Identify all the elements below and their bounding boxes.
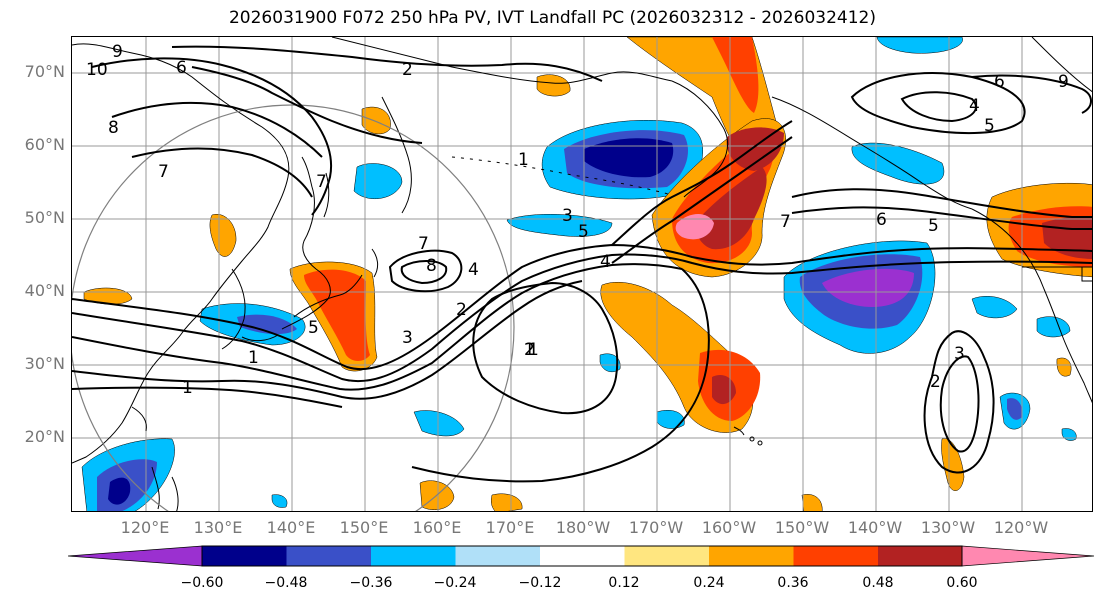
lat-label-60: 60°N — [24, 135, 65, 154]
colorbar-tick: −0.12 — [518, 575, 562, 591]
lon-label-170e: 170°E — [485, 518, 535, 537]
colorbar-tick: −0.48 — [264, 575, 308, 591]
lon-label-150w: 150°W — [774, 518, 830, 537]
contour-label: 1 — [248, 348, 259, 368]
lon-label-160w: 160°W — [701, 518, 757, 537]
colorbar-extend-min — [68, 545, 203, 567]
map-canvas: 9 10 6 2 8 7 1 7 7 8 4 3 2 5 1 1 3 2 4 5… — [72, 37, 1092, 511]
positive-anomaly-nw-pacific — [289, 261, 378, 372]
contour-label: 7 — [418, 234, 429, 254]
colorbar-segment — [709, 546, 794, 566]
colorbar-segment — [878, 546, 963, 566]
coastlines — [72, 37, 1092, 511]
contour-label: 2 — [456, 300, 467, 320]
positive-anomaly-west-coast — [986, 182, 1092, 278]
colorbar-extend-max — [961, 545, 1095, 567]
contour-label: 2 — [930, 372, 941, 392]
lon-label-120w: 120°W — [993, 518, 1049, 537]
contour-label: 3 — [562, 206, 573, 226]
colorbar-segment — [540, 546, 625, 566]
graticule — [72, 37, 1092, 511]
contour-label: 2 — [402, 60, 413, 80]
lon-label-150e: 150°E — [339, 518, 389, 537]
lat-label-20: 20°N — [24, 427, 65, 446]
colorbar-segment — [371, 546, 456, 566]
contour-label: 4 — [969, 96, 980, 116]
lon-label-130w: 130°W — [920, 518, 976, 537]
negative-anomaly-s-china — [81, 438, 175, 511]
positive-anomaly-subtropical — [600, 281, 761, 433]
colorbar-segment — [455, 546, 541, 566]
contour-label: 3 — [402, 328, 413, 348]
contour-label: 6 — [876, 210, 887, 230]
colorbar-tick: 0.12 — [608, 575, 640, 591]
colorbar — [68, 545, 1095, 567]
lat-label-50: 50°N — [24, 208, 65, 227]
colorbar-tick: 0.48 — [862, 575, 894, 591]
negative-anomaly-scattered — [271, 37, 1077, 508]
contour-label: 10 — [86, 60, 108, 80]
colorbar-segment — [793, 546, 879, 566]
contour-label: 1 — [518, 150, 529, 170]
colorbar-tick: 0.24 — [693, 575, 725, 591]
lon-label-180w: 180°W — [555, 518, 611, 537]
lon-label-160e: 160°E — [412, 518, 462, 537]
colorbar-tick: −0.60 — [180, 575, 224, 591]
colorbar-tick: 0.60 — [946, 575, 978, 591]
contour-label: 7 — [780, 212, 791, 232]
contour-label: 4 — [468, 260, 479, 280]
lat-label-30: 30°N — [24, 354, 65, 373]
colorbar-tick: −0.36 — [349, 575, 393, 591]
contour-label: 5 — [308, 318, 319, 338]
lon-label-170w: 170°W — [628, 518, 684, 537]
contour-label: 5 — [984, 116, 995, 136]
contour-label: 3 — [954, 344, 965, 364]
negative-anomaly-ne-pacific — [783, 240, 936, 354]
contour-label: 5 — [578, 222, 589, 242]
colorbar-segment — [286, 546, 372, 566]
contour-label: 8 — [108, 118, 119, 138]
map-panel: 9 10 6 2 8 7 1 7 7 8 4 3 2 5 1 1 3 2 4 5… — [71, 36, 1093, 512]
pv-contours — [72, 45, 1092, 483]
target-circle — [72, 104, 515, 511]
contour-label: 5 — [928, 216, 939, 236]
contour-label: 8 — [426, 256, 437, 276]
lon-label-120e: 120°E — [120, 518, 170, 537]
lon-label-140w: 140°W — [847, 518, 903, 537]
colorbar-segments — [202, 546, 963, 566]
contour-label: 9 — [112, 42, 123, 62]
colorbar-segment — [624, 546, 710, 566]
contour-label: 2 — [524, 340, 535, 360]
contour-label: 6 — [176, 58, 187, 78]
colorbar-tick: −0.24 — [433, 575, 477, 591]
colorbar-segment — [202, 546, 287, 566]
contour-label: 6 — [994, 72, 1005, 92]
lon-label-140e: 140°E — [266, 518, 316, 537]
contour-label: 9 — [1058, 72, 1069, 92]
contour-labels: 9 10 6 2 8 7 1 7 7 8 4 3 2 5 1 1 3 2 4 5… — [86, 42, 1069, 398]
lon-label-130e: 130°E — [193, 518, 243, 537]
contour-label: 1 — [182, 378, 193, 398]
figure-title: 2026031900 F072 250 hPa PV, IVT Landfall… — [228, 8, 876, 28]
contour-label: 4 — [600, 252, 611, 272]
contour-label: 1 — [524, 340, 535, 360]
lat-label-40: 40°N — [24, 281, 65, 300]
lat-label-70: 70°N — [24, 62, 65, 81]
contour-label: 1 — [528, 340, 539, 360]
contour-label: 7 — [316, 172, 327, 192]
colorbar-tick: 0.36 — [777, 575, 809, 591]
contour-label: 7 — [158, 162, 169, 182]
